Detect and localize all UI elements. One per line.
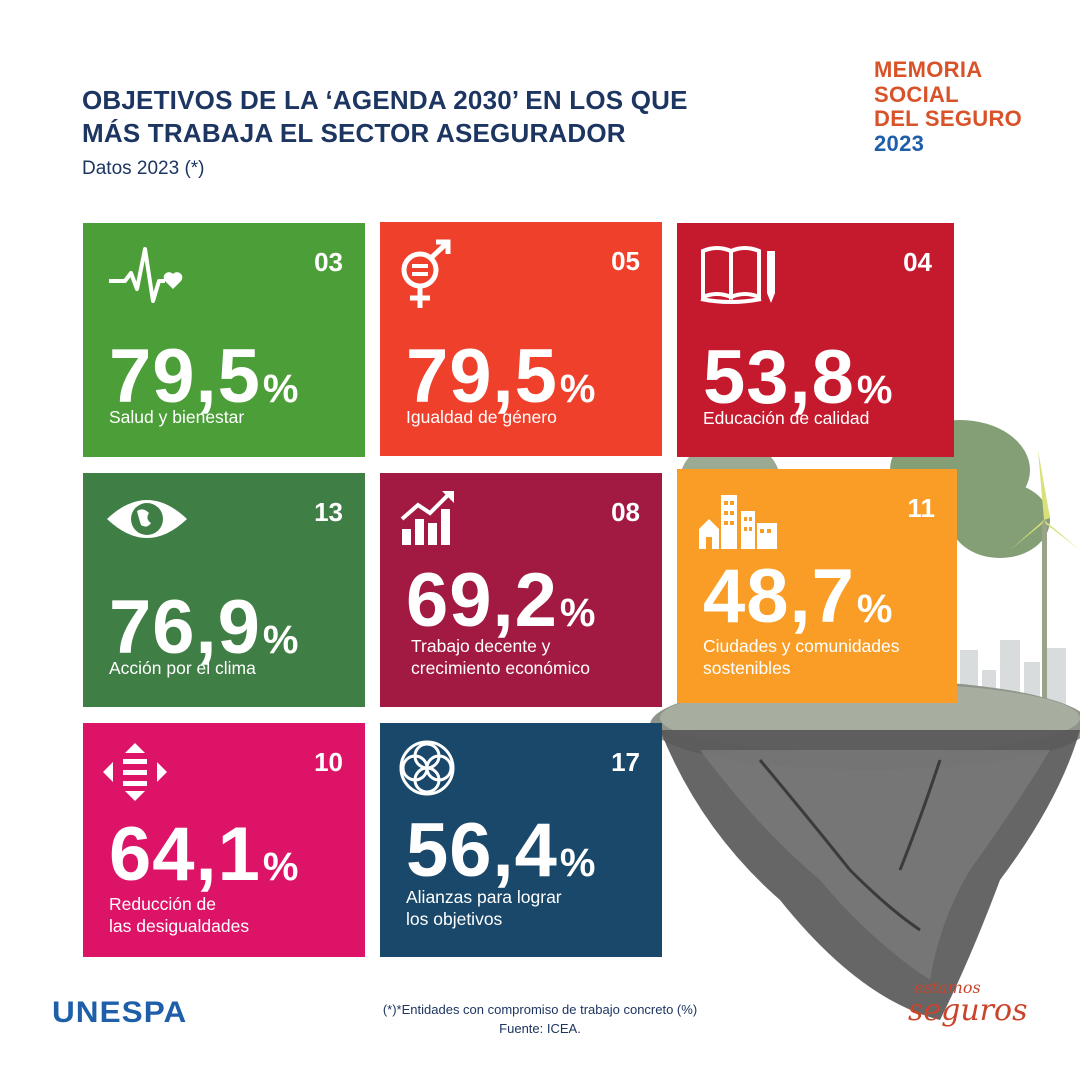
percent-value: 56,4%: [406, 813, 597, 889]
source-text: Fuente: ICEA.: [499, 1021, 581, 1036]
value-unit: %: [856, 587, 894, 631]
percent-value: 69,2%: [406, 563, 597, 639]
percent-value: 79,5%: [109, 339, 300, 415]
sdg-label: Ciudades y comunidades sostenibles: [703, 636, 900, 678]
brand-line-2: SOCIAL: [874, 81, 959, 107]
value-unit: %: [262, 618, 300, 662]
sdg-number: 03: [314, 247, 343, 277]
value-number: 79,5: [109, 334, 261, 419]
value-number: 79,5: [406, 334, 558, 419]
sdg-card-04: 04 53,8% Educación de calidad: [677, 223, 954, 457]
sdg-number: 08: [611, 497, 640, 527]
slogan-top: estamos: [914, 978, 981, 997]
gender-equality-icon: [398, 236, 458, 317]
percent-value: 79,5%: [406, 339, 597, 415]
value-unit: %: [559, 841, 597, 885]
partnership-rings-icon: [398, 739, 456, 802]
value-unit: %: [262, 367, 300, 411]
title-line-1: OBJETIVOS DE LA ‘AGENDA 2030’ EN LOS QUE: [82, 85, 688, 115]
sdg-label: Salud y bienestar: [109, 407, 245, 427]
sdg-card-13: 13 76,9% Acción por el clima: [83, 473, 365, 707]
footnote-text: (*)*Entidades con compromiso de trabajo …: [382, 1002, 698, 1017]
sdg-label: Acción por el clima: [109, 658, 256, 678]
sdg-number: 13: [314, 497, 343, 527]
health-heartbeat-icon: [107, 243, 183, 312]
subtitle: Datos 2023 (*): [82, 158, 205, 179]
sdg-label: Trabajo decente y crecimiento económico: [411, 636, 590, 678]
title-line-2: MÁS TRABAJA EL SECTOR ASEGURADOR: [82, 118, 626, 148]
growth-chart-icon: [400, 489, 456, 552]
slogan-bottom: seguros: [908, 993, 1028, 1028]
brand-line-3: DEL SEGURO: [874, 106, 1023, 131]
inequality-arrows-icon: [101, 741, 169, 808]
value-number: 76,9: [109, 585, 261, 670]
footer-note: (*)*Entidades con compromiso de trabajo …: [300, 1000, 780, 1038]
sdg-label: Igualdad de género: [406, 407, 557, 427]
sdg-label: Educación de calidad: [703, 408, 870, 428]
value-unit: %: [856, 368, 894, 412]
sdg-number: 05: [611, 246, 640, 276]
book-pencil-icon: [699, 243, 779, 310]
percent-value: 53,8%: [703, 340, 894, 416]
sdg-card-08: 08 69,2% Trabajo decente y crecimiento e…: [380, 473, 662, 707]
brand-title: MEMORIA SOCIAL DEL SEGURO 2023: [874, 57, 1023, 156]
page-title: OBJETIVOS DE LA ‘AGENDA 2030’ EN LOS QUE…: [82, 84, 802, 150]
wind-turbine-icon: [1010, 450, 1080, 720]
value-number: 53,8: [703, 335, 855, 420]
sdg-number: 17: [611, 747, 640, 777]
city-buildings-icon: [697, 489, 779, 556]
percent-value: 48,7%: [703, 559, 894, 635]
sdg-label: Reducción de las desigualdades: [109, 894, 250, 936]
eye-globe-icon: [105, 495, 189, 548]
sdg-label: Alianzas para lograr los objetivos: [406, 887, 562, 929]
value-unit: %: [559, 591, 597, 635]
value-number: 56,4: [406, 808, 558, 893]
value-number: 69,2: [406, 558, 558, 643]
brand-year: 2023: [874, 130, 925, 156]
value-number: 64,1: [109, 812, 261, 897]
sdg-card-05: 05 79,5% Igualdad de género: [380, 222, 662, 456]
percent-value: 76,9%: [109, 590, 300, 666]
value-number: 48,7: [703, 554, 855, 639]
sdg-number: 11: [907, 493, 936, 523]
slogan-signature: estamos seguros: [908, 980, 1027, 1026]
brand-line-1: MEMORIA: [874, 57, 983, 82]
sdg-card-10: 10 64,1% Reducción de las desigualdades: [83, 723, 365, 957]
sdg-card-11: 11 48,7% Ciudades y comunidades sostenib…: [677, 469, 957, 703]
sdg-number: 04: [903, 247, 932, 277]
unespa-logo: UNESPA: [52, 996, 188, 1029]
value-unit: %: [262, 845, 300, 889]
sdg-card-17: 17 56,4% Alianzas para lograr los objeti…: [380, 723, 662, 957]
percent-value: 64,1%: [109, 817, 300, 893]
sdg-number: 10: [314, 747, 343, 777]
sdg-card-03: 03 79,5% Salud y bienestar: [83, 223, 365, 457]
value-unit: %: [559, 367, 597, 411]
